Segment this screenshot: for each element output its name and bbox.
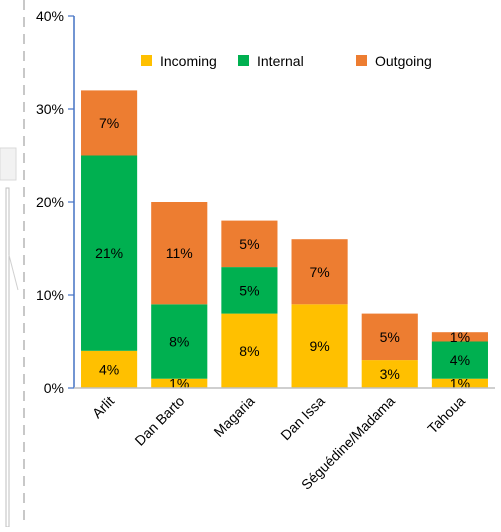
x-tick-label: Tahoua xyxy=(424,393,468,437)
y-tick-label: 10% xyxy=(36,287,64,303)
legend-item-internal: Internal xyxy=(238,53,304,69)
legend-swatch xyxy=(238,55,249,66)
y-tick-label: 0% xyxy=(44,380,64,396)
data-label: 3% xyxy=(380,366,400,382)
background-decoration xyxy=(0,0,24,527)
legend-swatch xyxy=(356,55,367,66)
data-label: 7% xyxy=(99,115,119,131)
data-label: 21% xyxy=(95,245,123,261)
data-label: 1% xyxy=(450,329,470,345)
legend-swatch xyxy=(141,55,152,66)
legend-label: Outgoing xyxy=(375,53,432,69)
x-tick-label: Dan Issa xyxy=(277,393,328,444)
y-tick-label: 20% xyxy=(36,194,64,210)
x-tick-label: Magaria xyxy=(210,393,257,440)
data-label: 4% xyxy=(99,361,119,377)
data-label: 1% xyxy=(450,375,470,391)
legend-label: Incoming xyxy=(160,53,217,69)
bars-group xyxy=(81,90,488,388)
data-label: 7% xyxy=(309,264,329,280)
legend: Incoming Internal Outgoing xyxy=(141,53,432,69)
legend-item-outgoing: Outgoing xyxy=(356,53,432,69)
data-label: 9% xyxy=(309,338,329,354)
data-label: 11% xyxy=(166,245,193,261)
data-label: 8% xyxy=(169,334,189,350)
x-tick-label: Arlit xyxy=(89,393,117,421)
legend-label: Internal xyxy=(257,53,304,69)
data-label: 1% xyxy=(169,375,189,391)
y-axis-ticks: 0% 10% 20% 30% 40% xyxy=(36,8,74,396)
data-label: 5% xyxy=(380,329,400,345)
x-axis-labels: Arlit Dan Barto Magaria Dan IssaSéguédine/M… xyxy=(89,393,468,493)
y-tick-label: 30% xyxy=(36,101,64,117)
x-tick-label: Dan Barto xyxy=(131,393,187,449)
data-label: 4% xyxy=(450,352,470,368)
data-label: 8% xyxy=(239,343,259,359)
y-tick-label: 40% xyxy=(36,8,64,24)
legend-item-incoming: Incoming xyxy=(141,53,217,69)
data-label: 5% xyxy=(239,282,259,298)
data-label: 5% xyxy=(239,236,259,252)
